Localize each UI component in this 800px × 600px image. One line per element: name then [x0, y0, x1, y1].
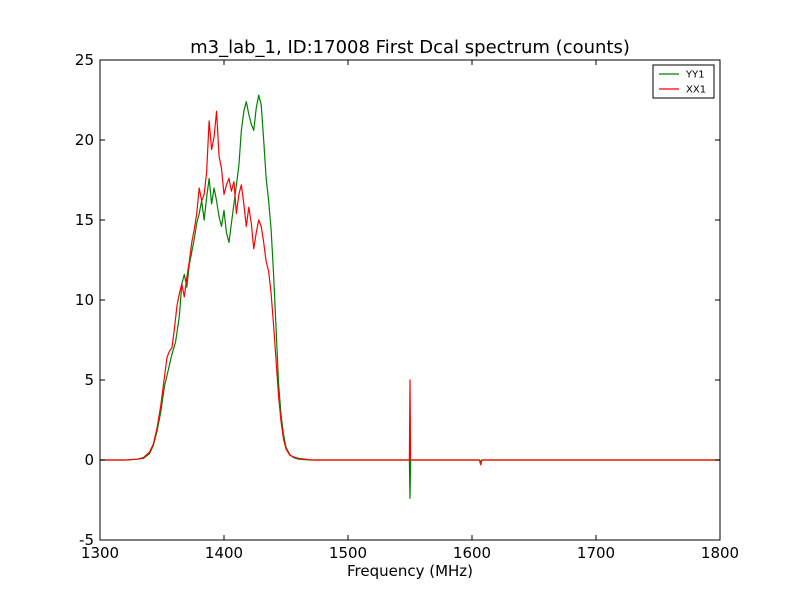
- y-tick-label: 5: [84, 371, 94, 389]
- y-tick-label: 20: [75, 131, 94, 149]
- y-tick-label: 25: [75, 51, 94, 69]
- x-tick-label: 1300: [81, 544, 119, 562]
- legend: YY1 XX1: [652, 64, 715, 99]
- y-tick-label: 15: [75, 211, 94, 229]
- series-layer: [100, 94, 720, 499]
- x-tick-label: 1800: [701, 544, 739, 562]
- x-axis-label: Frequency (MHz): [347, 562, 473, 580]
- legend-label-xx1: XX1: [686, 85, 706, 96]
- chart-title: m3_lab_1, ID:17008 First Dcal spectrum (…: [190, 37, 630, 58]
- legend-box: [652, 64, 715, 99]
- x-tick-label: 1700: [577, 544, 615, 562]
- x-tick-label: 1500: [329, 544, 367, 562]
- y-tick-label: 10: [75, 291, 94, 309]
- y-tick-label: -5: [79, 531, 94, 549]
- x-tick-label: 1400: [205, 544, 243, 562]
- y-tick-label: 0: [84, 451, 94, 469]
- x-tick-label: 1600: [453, 544, 491, 562]
- ticks-layer: 1300 1400 1500 1600 1700 1800 -5 0 5 10 15 20 25: [75, 51, 739, 562]
- legend-label-yy1: YY1: [685, 70, 705, 81]
- plot-area: 1300 1400 1500 1600 1700 1800 -5 0 5 10 15 20 25: [75, 51, 739, 562]
- series-line-xx1: [100, 110, 720, 466]
